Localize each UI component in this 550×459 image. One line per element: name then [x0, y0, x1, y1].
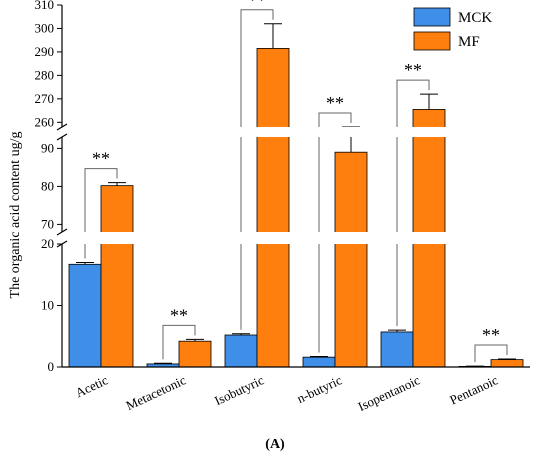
legend-swatch-mck: [413, 7, 451, 27]
bar-mck-isopentanoic: [380, 331, 414, 368]
axis-break-mark: [56, 123, 68, 131]
significance-label: **: [170, 305, 188, 325]
significance-label: **: [92, 149, 110, 169]
x-tick-label: Isopentanoic: [356, 372, 423, 414]
y-tick-label: 10: [41, 298, 54, 313]
bar-mf-n-butyric: [334, 151, 368, 368]
bar-mf-metacetonic: [178, 340, 212, 368]
y-tick-label: 70: [41, 216, 54, 231]
y-tick-label: 300: [35, 20, 55, 35]
significance-bracket: [396, 79, 430, 327]
x-tick-label: n-butyric: [295, 372, 345, 406]
legend-swatch-mf: [413, 31, 451, 51]
x-tick-label: Acetic: [73, 372, 110, 400]
y-tick-label: 280: [35, 67, 55, 82]
significance-bracket: [84, 168, 118, 259]
axis-break-mark: [56, 228, 68, 236]
legend-label-mck: MCK: [458, 10, 492, 26]
y-tick-label: 270: [35, 91, 55, 106]
bar-mck-isobutyric: [224, 334, 258, 368]
bar-mf-acetic: [100, 185, 134, 368]
bars: [62, 23, 530, 368]
x-tick-label: Isobutyric: [212, 372, 266, 408]
y-axis-label: The organic acid content ug/g: [8, 132, 23, 299]
significance-label: **: [404, 60, 422, 80]
y-tick-label: 80: [41, 178, 54, 193]
bar-mf-isobutyric: [256, 48, 290, 368]
y-tick-label: 20: [41, 236, 54, 251]
bar-mck-n-butyric: [302, 356, 336, 368]
y-tick-label: 290: [35, 44, 55, 59]
x-tick-labels: Acetic Metacetonic Isobutyric n-butyric Isop…: [73, 372, 500, 414]
significance-label: **: [482, 325, 500, 345]
y-tick-label: 0: [48, 359, 55, 374]
x-tick-label: Pentanoic: [447, 372, 500, 407]
significance-bracket: [474, 344, 508, 363]
legend: MCK MF: [413, 7, 492, 51]
significance-brackets: ** ** ** ** ** **: [84, 0, 508, 363]
panel-label: (A): [265, 437, 285, 452]
legend-label-mf: MF: [458, 34, 480, 50]
significance-bracket: [240, 9, 274, 330]
x-tick-label: Metacetonic: [124, 372, 189, 413]
y-tick-label: 260: [35, 114, 55, 129]
significance-bracket: [162, 324, 196, 360]
axis-break-band: [62, 232, 530, 244]
bar-mck-acetic: [68, 263, 102, 368]
significance-label: **: [326, 93, 344, 113]
axis-break-band: [62, 127, 530, 137]
y-tick-label: 310: [35, 0, 55, 12]
y-tick-label: 90: [41, 140, 54, 155]
significance-label: **: [248, 0, 266, 10]
bar-mf-pentanoic: [490, 359, 524, 368]
y-ticks: 0 10 20 70 80 90 260 270 280 290 300 310: [35, 0, 62, 374]
axis-break-mark: [56, 133, 68, 141]
